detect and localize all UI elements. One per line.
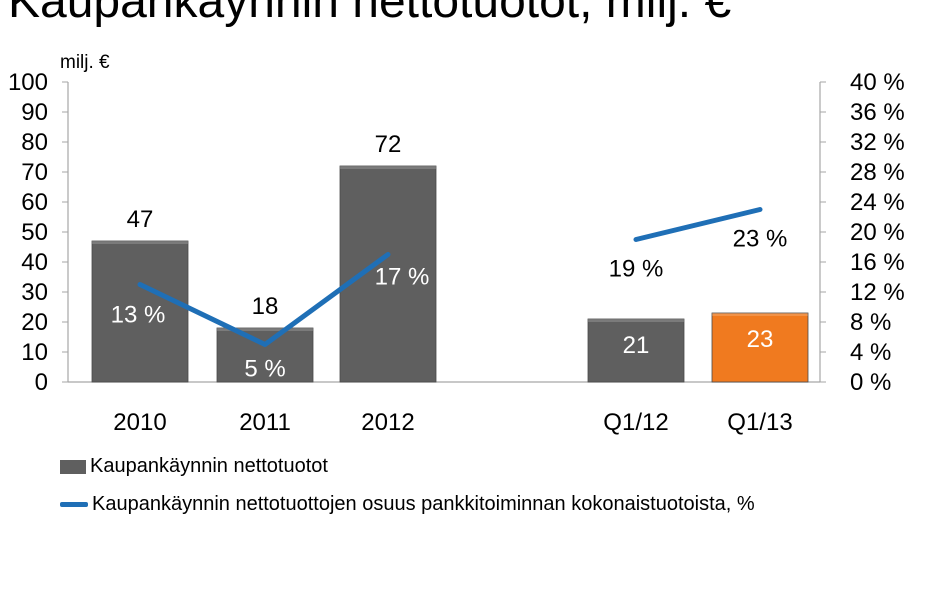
- y-left-tick-label: 100: [8, 69, 48, 96]
- x-tick-label: Q1/12: [603, 409, 668, 436]
- legend-bar-label: Kaupankäynnin nettotuotot: [90, 455, 328, 477]
- y-right-tick-label: 16 %: [850, 249, 905, 276]
- line-data-label: 23 %: [733, 226, 788, 253]
- bar: [216, 327, 314, 383]
- y-left-tick-label: 40: [21, 249, 48, 276]
- line-data-label: 13 %: [111, 302, 166, 329]
- y-right-tick-label: 8 %: [850, 309, 891, 336]
- y-left-tick-label: 70: [21, 159, 48, 186]
- x-tick-label: Q1/13: [727, 409, 792, 436]
- y-right-tick-label: 36 %: [850, 99, 905, 126]
- bar-data-label: 23: [747, 326, 774, 353]
- y-left-tick-label: 60: [21, 189, 48, 216]
- page-title: Kaupankäynnin nettotuotot, milj. €: [8, 0, 732, 28]
- y-left-tick-label: 10: [21, 339, 48, 366]
- y-left-tick-label: 0: [35, 369, 48, 396]
- x-tick-label: 2012: [361, 409, 414, 436]
- bar: [339, 165, 437, 383]
- bar-data-label: 72: [375, 131, 402, 158]
- y-right-tick-label: 32 %: [850, 129, 905, 156]
- line-data-label: 5 %: [244, 356, 285, 383]
- bar: [711, 312, 809, 383]
- y-left-tick-label: 30: [21, 279, 48, 306]
- bar-highlight: [588, 319, 684, 322]
- bar-data-label: 47: [127, 206, 154, 233]
- line-series: [137, 207, 763, 347]
- combo-chart: 0 10 20 30 40 50 60 70 80 90 100 0 % 4 % 8 % 12 % 16 % 2…: [8, 52, 905, 436]
- line-series-path: [137, 252, 391, 347]
- y-right-tick-label: 24 %: [850, 189, 905, 216]
- bar-series: [91, 165, 809, 383]
- bar-highlight: [340, 166, 436, 169]
- y-axis-unit-label: milj. €: [60, 52, 110, 73]
- line-data-label: 19 %: [609, 256, 664, 283]
- legend-line-label: Kaupankäynnin nettotuottojen osuus pankk…: [92, 493, 755, 515]
- bar-data-label: 18: [252, 293, 279, 320]
- line-series-path: [633, 207, 763, 242]
- y-right-tick-label: 0 %: [850, 369, 891, 396]
- y-right-tick-label: 12 %: [850, 279, 905, 306]
- y-right-tick-label: 4 %: [850, 339, 891, 366]
- bar-highlight: [92, 241, 188, 244]
- y-left-tick-label: 50: [21, 219, 48, 246]
- y-left-tick-label: 90: [21, 99, 48, 126]
- x-tick-label: 2011: [239, 409, 291, 436]
- bar-highlight: [712, 313, 808, 316]
- bar-highlight: [217, 328, 313, 331]
- x-tick-label: 2010: [113, 409, 166, 436]
- legend-line-swatch: [60, 502, 88, 507]
- y-right-tick-label: 40 %: [850, 69, 905, 96]
- y-right-tick-label: 20 %: [850, 219, 905, 246]
- bar: [587, 318, 685, 383]
- legend-item-bars: Kaupankäynnin nettotuotot: [60, 455, 328, 478]
- y-left-tick-label: 20: [21, 309, 48, 336]
- chart-axes: 0 10 20 30 40 50 60 70 80 90 100 0 % 4 % 8 % 12 % 16 % 2…: [8, 52, 905, 436]
- y-left-tick-label: 80: [21, 129, 48, 156]
- data-labels: 47 18 72 21 23 13 % 5 % 17 % 19 % 23 %: [111, 131, 788, 383]
- legend-bar-swatch: [60, 459, 86, 474]
- legend-item-line: Kaupankäynnin nettotuottojen osuus pankk…: [60, 493, 755, 516]
- bar-data-label: 21: [623, 332, 650, 359]
- line-data-label: 17 %: [375, 264, 430, 291]
- y-right-tick-label: 28 %: [850, 159, 905, 186]
- bar: [91, 240, 189, 383]
